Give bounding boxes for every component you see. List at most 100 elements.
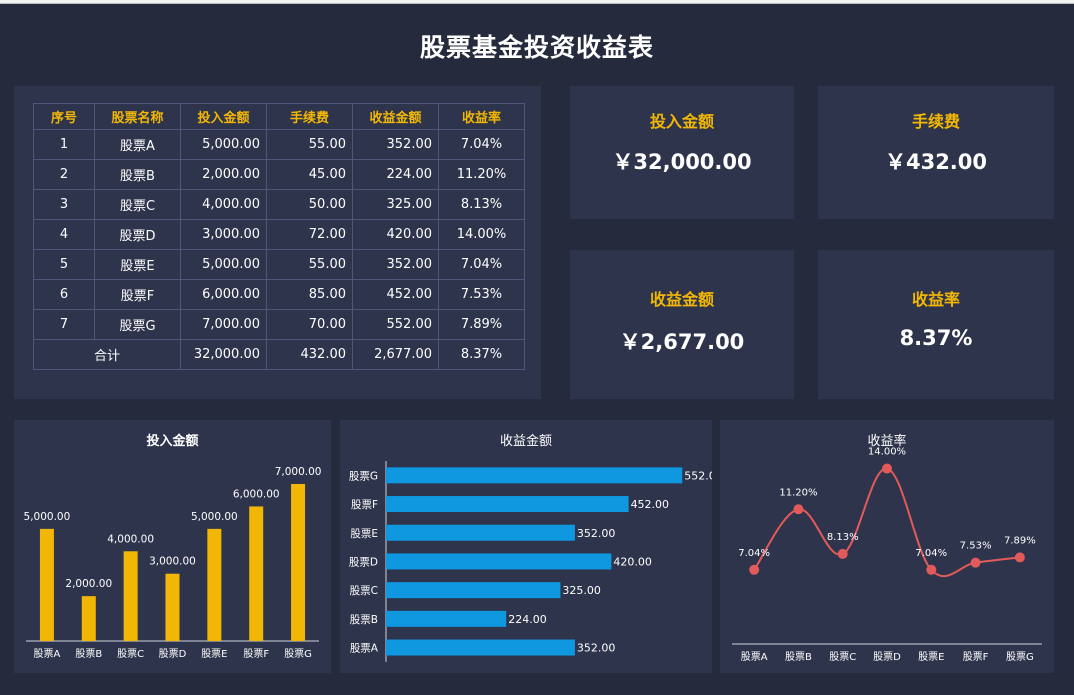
- bar: [39, 528, 54, 641]
- kpi-card-invest: 投入金额 ￥32,000.00: [570, 86, 794, 219]
- row-invest: 2,000.00: [180, 159, 267, 190]
- row-invest: 3,000.00: [180, 219, 267, 250]
- data-point: [837, 548, 848, 559]
- data-label: 352.00: [577, 642, 616, 655]
- row-index: 2: [33, 159, 95, 190]
- kpi-card-income: 收益金额 ￥2,677.00: [570, 250, 794, 399]
- tick-label: 股票D: [873, 651, 901, 663]
- data-point: [749, 564, 760, 575]
- kpi-card-rate: 收益率 8.37%: [818, 250, 1054, 399]
- row-income: 352.00: [352, 249, 439, 280]
- data-point: [926, 564, 937, 575]
- tick-label: 股票C: [117, 648, 144, 660]
- bar: [123, 551, 138, 641]
- income-chart-title: 收益金额: [499, 434, 552, 449]
- data-label: 6,000.00: [233, 488, 280, 500]
- page-title: 股票基金投资收益表: [419, 33, 654, 62]
- row-invest: 5,000.00: [180, 249, 267, 280]
- bar: [207, 528, 222, 641]
- spreadsheet-header-strip: [0, 0, 1074, 4]
- rate-chart-title: 收益率: [867, 434, 907, 449]
- data-label: 14.00%: [868, 447, 906, 458]
- tick-label: 股票E: [918, 651, 944, 663]
- row-income: 452.00: [352, 279, 439, 310]
- tick-label: 股票C: [350, 585, 378, 597]
- invest-chart-title: 投入金额: [146, 434, 199, 449]
- tick-label: 股票F: [351, 499, 378, 511]
- kpi-fee-label: 手续费: [911, 112, 960, 131]
- row-stock-name: 股票A: [94, 129, 181, 160]
- row-rate: 7.04%: [438, 129, 525, 160]
- tick-label: 股票B: [785, 651, 812, 663]
- tick-label: 股票D: [349, 556, 378, 568]
- data-point: [1014, 552, 1025, 563]
- data-label: 7,000.00: [275, 466, 322, 478]
- header-invest: 投入金额: [180, 103, 267, 130]
- bar: [386, 496, 629, 513]
- table-row: 5 股票E 5,000.00 55.00 352.00 7.04%: [33, 249, 525, 280]
- table-row: 3 股票C 4,000.00 50.00 325.00 8.13%: [33, 189, 525, 220]
- data-label: 7.53%: [960, 541, 992, 552]
- total-invest: 32,000.00: [180, 339, 267, 370]
- row-income: 552.00: [352, 309, 439, 340]
- tick-label: 股票G: [1006, 651, 1034, 663]
- bar: [291, 484, 306, 641]
- table-row: 4 股票D 3,000.00 72.00 420.00 14.00%: [33, 219, 525, 250]
- bar: [249, 506, 264, 641]
- tick-label: 股票B: [75, 648, 102, 660]
- data-label: 352.00: [577, 527, 616, 540]
- table-row: 1 股票A 5,000.00 55.00 352.00 7.04%: [33, 129, 525, 160]
- total-label: 合计: [33, 339, 181, 370]
- total-fee: 432.00: [266, 339, 353, 370]
- row-stock-name: 股票G: [94, 309, 181, 340]
- tick-label: 股票G: [284, 648, 312, 660]
- tick-label: 股票F: [243, 648, 269, 660]
- row-fee: 70.00: [266, 309, 353, 340]
- row-rate: 7.53%: [438, 279, 525, 310]
- row-fee: 72.00: [266, 219, 353, 250]
- row-invest: 4,000.00: [180, 189, 267, 220]
- invest-bar-chart: 5,000.00 股票A 2,000.00 股票B 4,000.00 股票C 3,000.0…: [24, 466, 322, 660]
- total-income: 2,677.00: [352, 339, 439, 370]
- row-rate: 7.89%: [438, 309, 525, 340]
- row-fee: 55.00: [266, 129, 353, 160]
- row-stock-name: 股票B: [94, 159, 181, 190]
- row-index: 1: [33, 129, 95, 160]
- row-invest: 5,000.00: [180, 129, 267, 160]
- row-income: 352.00: [352, 129, 439, 160]
- tick-label: 股票E: [201, 648, 227, 660]
- header-stock-name: 股票名称: [94, 103, 181, 130]
- invest-chart-panel: 投入金额 5,000.00 股票A 2,000.00 股票B 4,000.00 股票C 3,…: [14, 420, 331, 673]
- bar: [386, 610, 507, 627]
- data-label: 2,000.00: [65, 578, 112, 590]
- bar: [386, 524, 575, 541]
- row-fee: 55.00: [266, 249, 353, 280]
- investment-table-panel: 序号 股票名称 投入金额 手续费 收益金额 收益率 1 股票A 5,000.00 55…: [14, 86, 541, 399]
- data-label: 7.04%: [738, 548, 770, 559]
- table-total-row: 合计 32,000.00 432.00 2,677.00 8.37%: [33, 339, 525, 370]
- header-income: 收益金额: [352, 103, 439, 130]
- header-fee: 手续费: [266, 103, 353, 130]
- kpi-income-label: 收益金额: [649, 290, 714, 309]
- row-invest: 7,000.00: [180, 309, 267, 340]
- tick-label: 股票A: [350, 643, 379, 655]
- row-stock-name: 股票F: [94, 279, 181, 310]
- data-label: 7.04%: [915, 548, 947, 559]
- bar: [386, 553, 612, 570]
- header-rate: 收益率: [438, 103, 525, 130]
- data-label: 5,000.00: [24, 511, 71, 523]
- data-label: 11.20%: [779, 487, 817, 498]
- total-rate: 8.37%: [438, 339, 525, 370]
- data-label: 452.00: [631, 498, 670, 511]
- income-chart-panel: 收益金额 552.00 股票G 452.00 股票F 352.00 股票E 420.00 股票…: [340, 420, 712, 673]
- table-header-row: 序号 股票名称 投入金额 手续费 收益金额 收益率: [33, 103, 525, 130]
- tick-label: 股票C: [829, 651, 856, 663]
- data-label: 3,000.00: [149, 556, 196, 568]
- data-label: 4,000.00: [107, 533, 154, 545]
- row-rate: 14.00%: [438, 219, 525, 250]
- row-rate: 11.20%: [438, 159, 525, 190]
- table-row: 7 股票G 7,000.00 70.00 552.00 7.89%: [33, 309, 525, 340]
- row-invest: 6,000.00: [180, 279, 267, 310]
- kpi-rate-label: 收益率: [911, 290, 960, 309]
- row-fee: 50.00: [266, 189, 353, 220]
